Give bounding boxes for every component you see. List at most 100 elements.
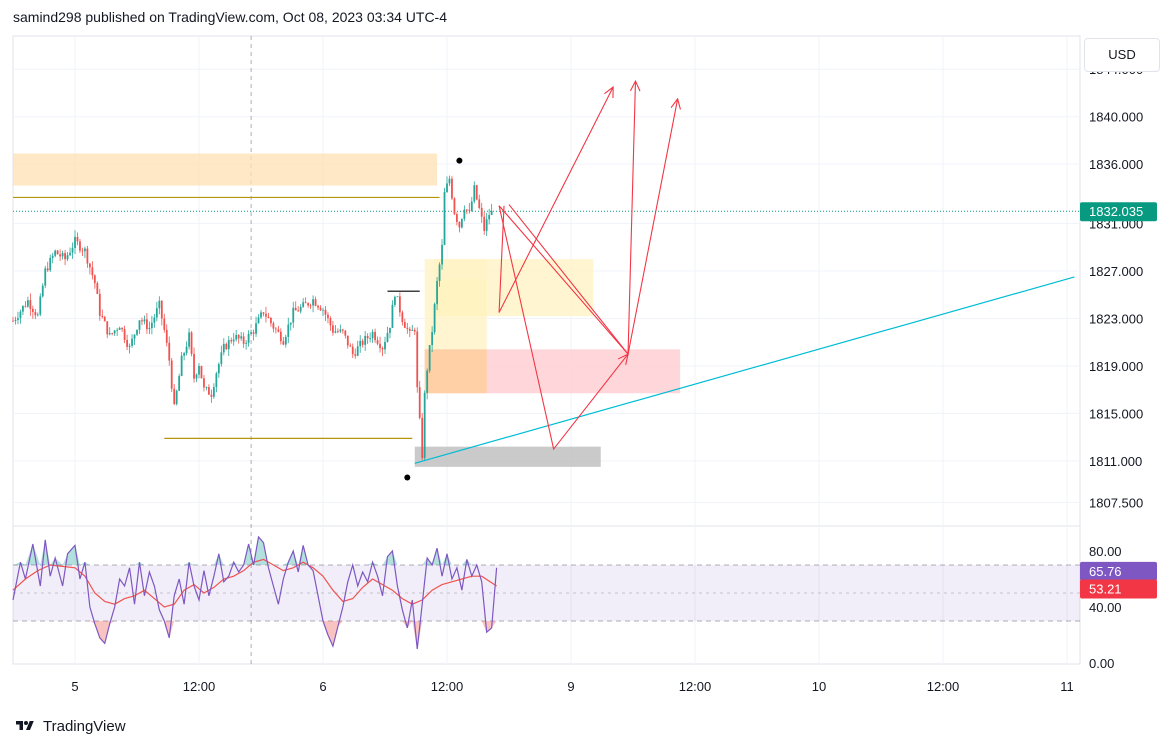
candle-body <box>34 311 37 316</box>
candle-body <box>446 183 448 193</box>
candle-body <box>205 387 208 388</box>
candle-body <box>364 335 367 345</box>
candle-body <box>463 209 466 219</box>
candle-body <box>456 214 458 222</box>
currency-button[interactable]: USD <box>1084 38 1160 72</box>
candle-body <box>46 268 49 271</box>
candle-body <box>69 252 71 256</box>
time-tick-label: 9 <box>567 679 574 694</box>
zone-supply <box>13 153 438 186</box>
candle-body <box>282 341 285 345</box>
drawings <box>404 79 1075 481</box>
candle-body <box>366 335 369 339</box>
candle-body <box>143 319 146 322</box>
rsi-extreme-fill <box>437 548 443 565</box>
publish-header: samind298 published on TradingView.com, … <box>13 9 447 25</box>
candle-body <box>227 340 230 350</box>
price-tick-label: 1811.000 <box>1089 454 1142 469</box>
candle-body <box>22 305 24 312</box>
candle-body <box>389 327 391 333</box>
candle-body <box>475 185 478 200</box>
candle-body <box>116 329 119 331</box>
candle-body <box>178 375 181 391</box>
price-tick-label: 1840.000 <box>1089 110 1143 125</box>
axes: 1844.0001840.0001836.0001831.0001827.000… <box>71 62 1157 694</box>
candle-body <box>163 318 166 330</box>
candle-body <box>376 340 379 344</box>
candle-body <box>257 317 260 324</box>
time-tick-label: 12:00 <box>183 679 216 694</box>
candle-body <box>349 345 352 347</box>
candle-body <box>59 254 62 257</box>
tradingview-logo-icon <box>16 721 34 730</box>
candle-body <box>294 307 297 311</box>
candle-body <box>14 319 17 321</box>
candle-body <box>423 392 426 459</box>
candle-body <box>468 209 471 211</box>
pivot-marker <box>456 157 463 164</box>
arrowhead <box>629 79 641 92</box>
candle-body <box>279 331 282 342</box>
candle-body <box>155 308 158 318</box>
candle-body <box>416 331 419 388</box>
candle-body <box>448 178 451 184</box>
candle-body <box>394 296 396 305</box>
candle-body <box>175 390 178 405</box>
arrowhead <box>604 85 614 99</box>
rsi-extreme-fill <box>13 562 21 565</box>
candle-body <box>292 307 295 323</box>
time-tick-label: 6 <box>319 679 326 694</box>
candle-body <box>480 207 483 217</box>
rsi-extreme-fill <box>491 621 497 628</box>
candle-body <box>260 312 262 318</box>
candle-body <box>128 345 131 347</box>
candle-body <box>74 236 76 248</box>
candle-body <box>136 329 138 335</box>
trendline <box>414 276 1075 464</box>
candle-body <box>29 300 32 309</box>
candle-body <box>426 370 429 393</box>
candle-body <box>339 329 342 332</box>
candle-body <box>101 315 104 317</box>
tradingview-logo[interactable]: TradingView <box>13 715 126 737</box>
candle-body <box>220 352 223 365</box>
candle-body <box>36 314 39 316</box>
candle-body <box>148 327 151 330</box>
candle-body <box>289 322 292 325</box>
zone-orange-overlap <box>424 349 487 394</box>
candle-body <box>250 332 252 334</box>
rsi-extreme-fill <box>258 537 264 565</box>
candle-body <box>341 329 344 331</box>
candle-body <box>317 305 319 308</box>
candle-body <box>188 332 190 347</box>
candle-body <box>51 255 54 258</box>
candle-body <box>96 283 99 294</box>
candle-body <box>403 322 406 328</box>
rsi-extreme-fill <box>486 621 492 633</box>
candle-body <box>141 320 143 322</box>
candle-body <box>183 353 186 356</box>
candle-body <box>240 336 243 339</box>
candle-body <box>91 267 94 276</box>
candle-body <box>126 339 128 347</box>
candle-body <box>44 268 47 286</box>
candle-body <box>386 332 389 342</box>
candle-body <box>76 236 79 242</box>
candle-body <box>39 296 42 315</box>
price-tick-label: 1807.500 <box>1089 495 1143 510</box>
candle-body <box>200 365 203 379</box>
rsi-extreme-fill <box>213 553 219 565</box>
candle-body <box>84 248 86 252</box>
rsi-ma-line <box>12 558 497 608</box>
candle-body <box>193 353 195 379</box>
candle-body <box>438 264 441 281</box>
zone-grey <box>414 446 601 467</box>
candle-body <box>324 309 327 315</box>
candle-body <box>361 340 364 345</box>
candle-body <box>418 387 421 418</box>
candle-body <box>56 250 59 255</box>
rsi-extreme-fill <box>139 562 145 565</box>
candle-body <box>255 323 257 334</box>
candle-body <box>242 336 245 344</box>
